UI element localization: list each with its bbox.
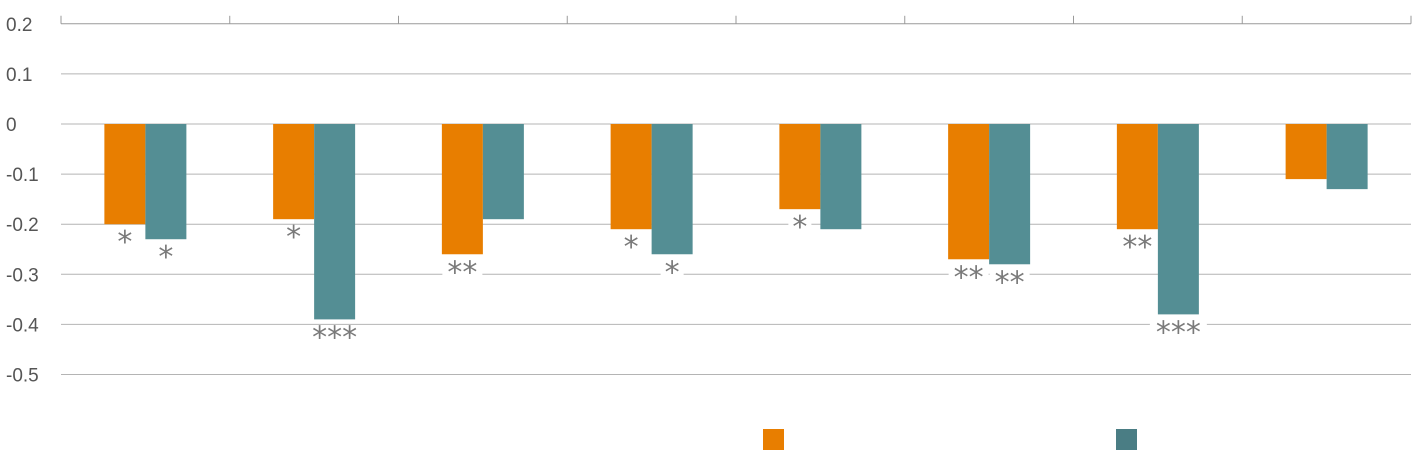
significance-label: *	[792, 210, 807, 245]
y-tick-label: -0.2	[6, 215, 39, 236]
y-tick-label: -0.5	[6, 366, 39, 387]
x-axis	[60, 15, 1412, 24]
legend	[763, 429, 1137, 450]
bar-series-1	[1116, 124, 1158, 230]
significance-label-bg	[306, 325, 364, 353]
significance-label-bg	[989, 270, 1030, 298]
significance-label-bg	[442, 260, 483, 288]
significance-label: ***	[312, 320, 357, 355]
significance-label-bg	[1117, 235, 1158, 263]
significance-labels: * ************ *******	[113, 210, 1207, 355]
significance-label-bg	[619, 235, 643, 263]
bar-series-2	[314, 124, 356, 320]
significance-label: *	[117, 225, 132, 260]
bar-series-1	[610, 124, 652, 230]
bar-series-1	[779, 124, 821, 210]
bars	[104, 124, 1368, 320]
y-tick-label: -0.4	[6, 315, 39, 336]
significance-label: **	[995, 265, 1025, 300]
gridlines	[61, 23, 1411, 375]
bar-series-1	[1285, 124, 1327, 180]
significance-label: **	[447, 255, 477, 290]
y-axis-ticks: 0.2 0.1 0 -0.1 -0.2 -0.3 -0.4 -0.5	[6, 15, 39, 387]
bar-series-2	[651, 124, 693, 255]
legend-swatch-series-2	[1116, 429, 1137, 450]
y-tick-label: -0.1	[6, 165, 39, 186]
bar-series-2	[1326, 124, 1368, 190]
significance-label: ***	[1156, 315, 1201, 350]
significance-label: *	[158, 240, 173, 275]
significance-label-bg	[788, 215, 812, 243]
bar-series-2	[989, 124, 1031, 265]
significance-label-bg	[660, 260, 684, 288]
bar-series-2	[1157, 124, 1199, 315]
significance-label: *	[286, 220, 301, 255]
significance-label-bg	[948, 265, 989, 293]
significance-label-bg	[1149, 320, 1207, 348]
bar-series-2	[145, 124, 187, 240]
significance-label: *	[665, 255, 680, 290]
significance-label: *	[624, 230, 639, 265]
significance-label: **	[954, 260, 984, 295]
y-tick-label: 0	[6, 115, 17, 136]
significance-label-bg	[282, 225, 306, 253]
y-tick-label: 0.1	[6, 65, 32, 86]
bar-series-1	[441, 124, 483, 255]
y-tick-label: -0.3	[6, 265, 39, 286]
bar-series-2	[482, 124, 524, 220]
y-tick-label: 0.2	[6, 15, 32, 36]
significance-label-bg	[154, 245, 178, 273]
bar-series-1	[948, 124, 990, 260]
significance-label-bg	[113, 230, 137, 258]
significance-label: **	[1122, 230, 1152, 265]
legend-swatch-series-1	[763, 429, 784, 450]
bar-series-2	[820, 124, 862, 230]
bar-series-1	[273, 124, 315, 220]
bar-series-1	[104, 124, 146, 225]
